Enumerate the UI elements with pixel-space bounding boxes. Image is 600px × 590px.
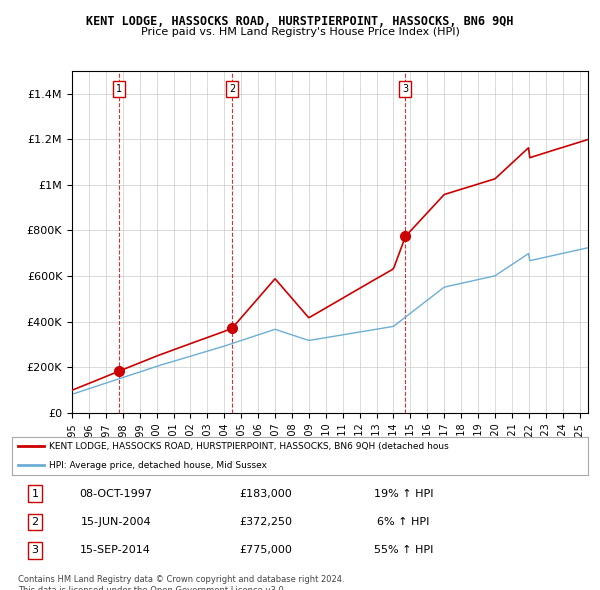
Text: 1: 1 (116, 84, 122, 94)
Text: 55% ↑ HPI: 55% ↑ HPI (374, 546, 433, 555)
Text: HPI: Average price, detached house, Mid Sussex: HPI: Average price, detached house, Mid … (49, 461, 268, 470)
Text: 3: 3 (32, 546, 38, 555)
Text: KENT LODGE, HASSOCKS ROAD, HURSTPIERPOINT, HASSOCKS, BN6 9QH (detached hous: KENT LODGE, HASSOCKS ROAD, HURSTPIERPOIN… (49, 442, 449, 451)
Text: 2: 2 (229, 84, 235, 94)
Text: 6% ↑ HPI: 6% ↑ HPI (377, 517, 430, 527)
Text: £775,000: £775,000 (239, 546, 292, 555)
Text: KENT LODGE, HASSOCKS ROAD, HURSTPIERPOINT, HASSOCKS, BN6 9QH: KENT LODGE, HASSOCKS ROAD, HURSTPIERPOIN… (86, 15, 514, 28)
Text: Price paid vs. HM Land Registry's House Price Index (HPI): Price paid vs. HM Land Registry's House … (140, 27, 460, 37)
Text: 3: 3 (403, 84, 409, 94)
Text: 19% ↑ HPI: 19% ↑ HPI (374, 489, 433, 499)
Text: 08-OCT-1997: 08-OCT-1997 (79, 489, 152, 499)
Text: 15-SEP-2014: 15-SEP-2014 (80, 546, 151, 555)
Text: £372,250: £372,250 (239, 517, 292, 527)
Text: £183,000: £183,000 (239, 489, 292, 499)
Text: 1: 1 (32, 489, 38, 499)
Text: 2: 2 (31, 517, 38, 527)
Text: 15-JUN-2004: 15-JUN-2004 (80, 517, 151, 527)
Text: Contains HM Land Registry data © Crown copyright and database right 2024.
This d: Contains HM Land Registry data © Crown c… (18, 575, 344, 590)
